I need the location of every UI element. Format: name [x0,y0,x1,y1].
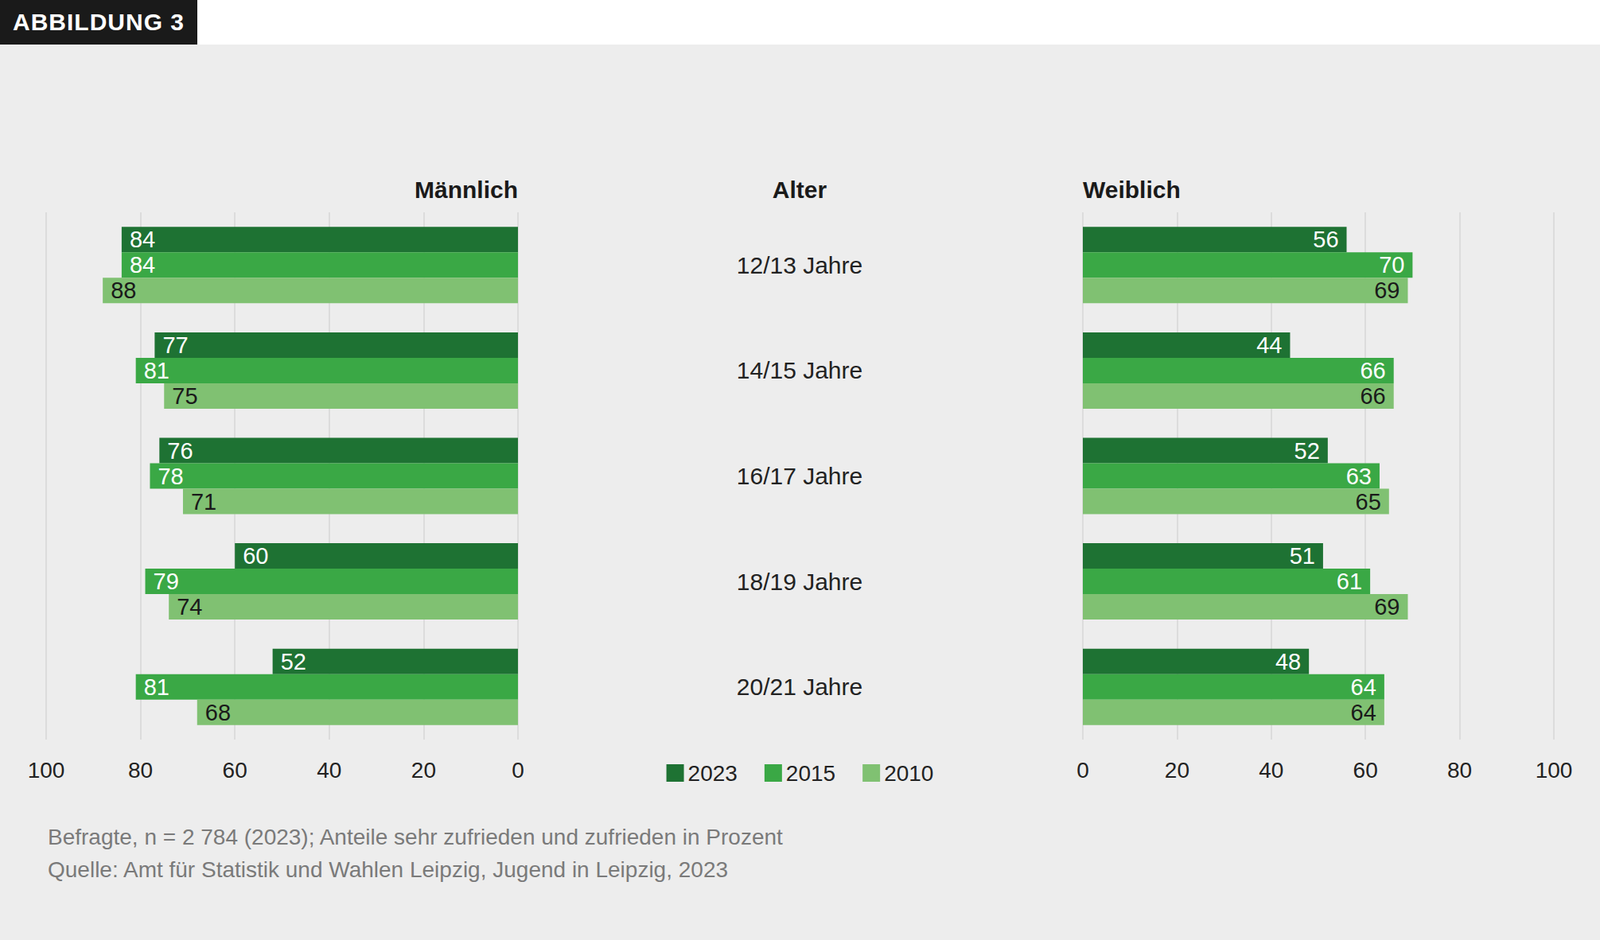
svg-text:76: 76 [167,438,193,464]
svg-text:20: 20 [411,758,437,783]
svg-text:65: 65 [1355,489,1382,515]
svg-text:100: 100 [27,758,66,783]
svg-text:56: 56 [1312,226,1339,253]
svg-text:77: 77 [162,332,188,359]
svg-text:52: 52 [1294,438,1320,464]
svg-text:66: 66 [1359,358,1386,384]
svg-text:74: 74 [176,594,203,620]
svg-text:84: 84 [129,226,156,253]
svg-text:2023: 2023 [688,761,738,787]
svg-text:70: 70 [1378,252,1405,278]
svg-text:Quelle: Amt für Statistik und: Quelle: Amt für Statistik und Wahlen Lei… [47,857,728,883]
svg-text:71: 71 [190,489,217,515]
svg-text:64: 64 [1350,674,1377,701]
svg-text:18/19 Jahre: 18/19 Jahre [736,568,863,596]
svg-text:64: 64 [1350,700,1377,726]
svg-text:80: 80 [128,758,153,783]
svg-text:60: 60 [222,758,248,783]
svg-text:100: 100 [1535,758,1573,783]
svg-text:79: 79 [153,568,180,595]
svg-text:0: 0 [1076,758,1090,783]
svg-text:61: 61 [1336,568,1363,595]
svg-text:60: 60 [1353,758,1379,783]
svg-text:16/17 Jahre: 16/17 Jahre [736,463,863,490]
svg-text:44: 44 [1256,332,1282,359]
svg-text:81: 81 [144,358,170,384]
svg-text:88: 88 [110,277,137,304]
svg-text:51: 51 [1289,543,1316,569]
svg-text:75: 75 [171,383,198,409]
svg-text:40: 40 [316,758,342,783]
svg-text:Alter: Alter [772,176,828,203]
svg-text:48: 48 [1275,649,1301,675]
svg-text:52: 52 [280,649,307,675]
svg-text:Weiblich: Weiblich [1082,176,1181,203]
svg-text:80: 80 [1447,758,1472,783]
svg-text:69: 69 [1374,277,1400,304]
svg-text:84: 84 [129,252,156,278]
svg-text:2015: 2015 [786,761,836,787]
svg-text:14/15 Jahre: 14/15 Jahre [736,357,863,384]
svg-text:Befragte, n = 2 784 (2023); An: Befragte, n = 2 784 (2023); Anteile sehr… [47,825,783,850]
svg-text:20/21 Jahre: 20/21 Jahre [736,673,863,701]
svg-text:0: 0 [511,758,525,783]
svg-text:66: 66 [1359,383,1386,409]
svg-text:78: 78 [157,463,183,490]
svg-text:12/13 Jahre: 12/13 Jahre [736,252,863,279]
svg-text:81: 81 [144,674,170,701]
svg-text:2010: 2010 [883,761,934,787]
html-text:ABBILDUNG 3: ABBILDUNG 3 [12,8,185,36]
svg-text:63: 63 [1346,463,1372,490]
svg-text:Männlich: Männlich [414,176,518,203]
svg-text:60: 60 [242,543,269,569]
svg-text:40: 40 [1258,758,1284,783]
svg-text:68: 68 [205,700,231,726]
svg-text:20: 20 [1164,758,1190,783]
svg-text:69: 69 [1374,594,1400,620]
